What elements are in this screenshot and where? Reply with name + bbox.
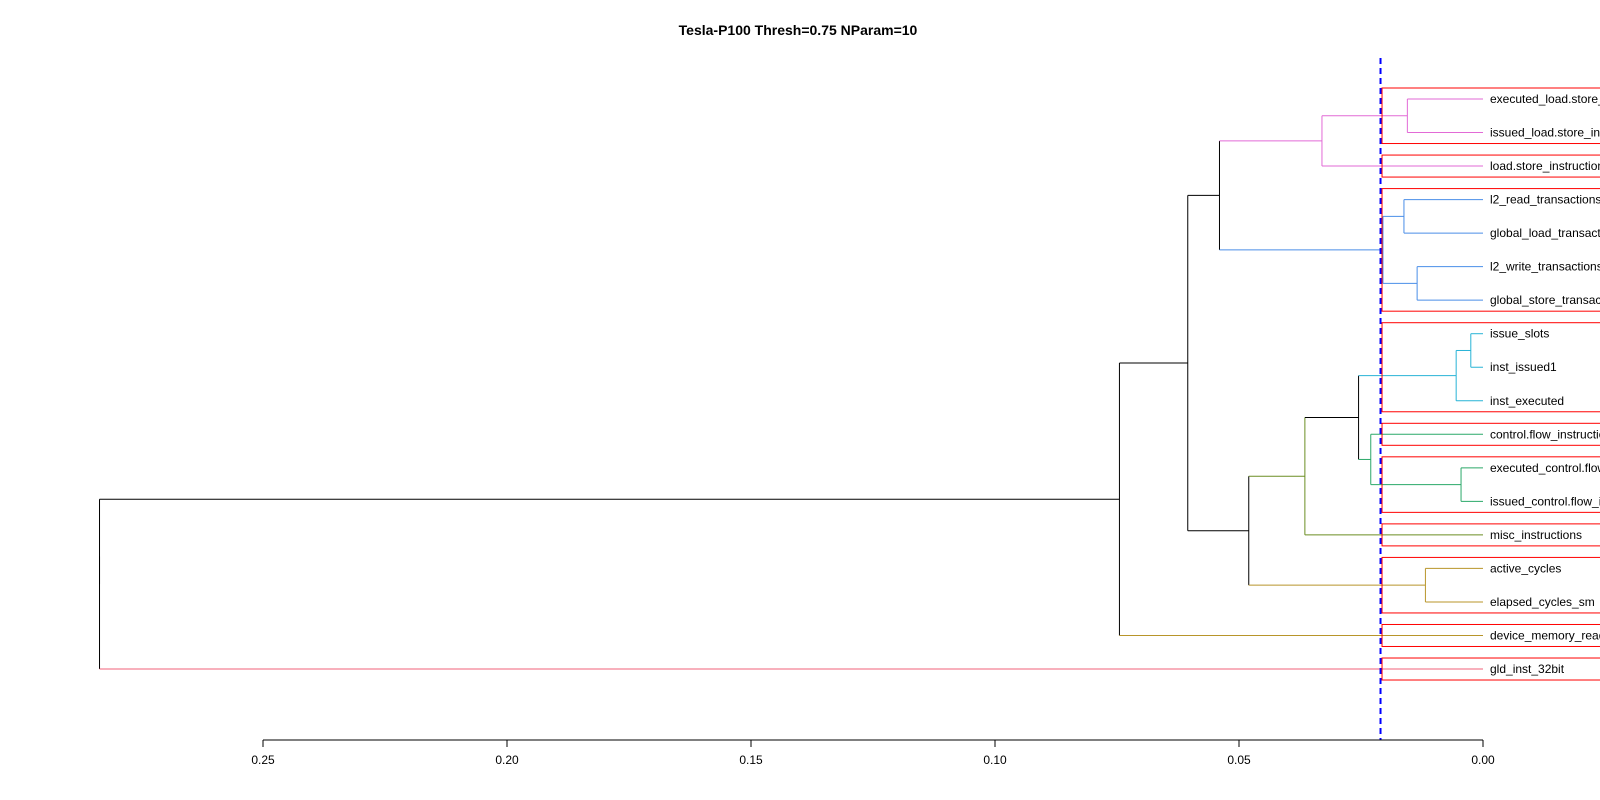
x-tick-label: 0.15	[739, 753, 763, 767]
cluster-box-6	[1381, 456, 1600, 513]
leaf-label: l2_write_transactions	[1490, 260, 1600, 274]
merge-node-12	[1304, 417, 1483, 536]
chart-title: Tesla-P100 Thresh=0.75 NParam=10	[679, 22, 918, 38]
leaf-label: executed_control.flow_instructions	[1490, 461, 1600, 475]
merge-node-13	[1248, 475, 1426, 586]
leaf-label: global_load_transactions	[1490, 226, 1600, 240]
x-tick-label: 0.20	[495, 753, 519, 767]
merge-node-16	[1118, 362, 1483, 636]
merge-node-1	[1470, 333, 1483, 368]
cluster-box-1	[1381, 87, 1600, 145]
leaf-label: load.store_instructions	[1490, 159, 1600, 173]
leaf-labels: executed_load.store_instructions issued_l…	[1490, 92, 1600, 676]
cluster-box-7	[1381, 523, 1600, 547]
merge-node-14	[1218, 140, 1383, 251]
leaf-label: gld_inst_32bit	[1490, 662, 1565, 676]
leaf-label: issue_slots	[1490, 327, 1549, 341]
leaf-label: elapsed_cycles_sm	[1490, 595, 1595, 609]
cluster-box-10	[1381, 657, 1600, 681]
cluster-box-5	[1381, 422, 1600, 446]
x-tick-label: 0.10	[983, 753, 1007, 767]
x-tick-label: 0.05	[1227, 753, 1251, 767]
leaf-label: global_store_transactions	[1490, 293, 1600, 307]
leaf-label: issued_control.flow_instructions	[1490, 494, 1600, 508]
cluster-box-2	[1381, 154, 1600, 178]
merge-node-9	[1370, 433, 1483, 486]
dendrogram-branches	[99, 98, 1483, 670]
merge-node-7	[1403, 199, 1483, 234]
merge-node-10	[1358, 375, 1457, 460]
merge-node-6	[1406, 98, 1483, 134]
cluster-box-3	[1381, 188, 1600, 312]
merge-node-5	[1416, 266, 1483, 301]
leaf-label: executed_load.store_instructions	[1490, 92, 1600, 106]
cluster-box-8	[1381, 556, 1600, 614]
leaf-label: inst_issued1	[1490, 360, 1557, 374]
merge-node-2	[1460, 467, 1483, 502]
leaf-label: misc_instructions	[1490, 528, 1582, 542]
cluster-box-9	[1381, 623, 1600, 647]
merge-node-11	[1321, 115, 1483, 167]
cluster-box-4	[1381, 322, 1600, 413]
leaf-label: inst_executed	[1490, 394, 1564, 408]
leaf-label: l2_read_transactions	[1490, 193, 1600, 207]
leaf-label: issued_load.store_instructions	[1490, 126, 1600, 140]
x-axis: 0.25 0.20 0.15 0.10 0.05 0.00	[251, 739, 1495, 767]
merge-node-8	[1382, 215, 1418, 284]
merge-node-4	[1424, 567, 1483, 603]
leaf-label: device_memory_read_transactions	[1490, 628, 1600, 642]
cluster-boxes	[1381, 87, 1600, 681]
merge-node-3	[1455, 349, 1483, 402]
leaf-label: control.flow_instructions	[1490, 427, 1600, 441]
x-tick-label: 0.25	[251, 753, 275, 767]
leaf-label: active_cycles	[1490, 561, 1561, 575]
merge-node-17	[99, 498, 1483, 670]
merge-node-15	[1187, 194, 1249, 532]
x-tick-label: 0.00	[1471, 753, 1495, 767]
